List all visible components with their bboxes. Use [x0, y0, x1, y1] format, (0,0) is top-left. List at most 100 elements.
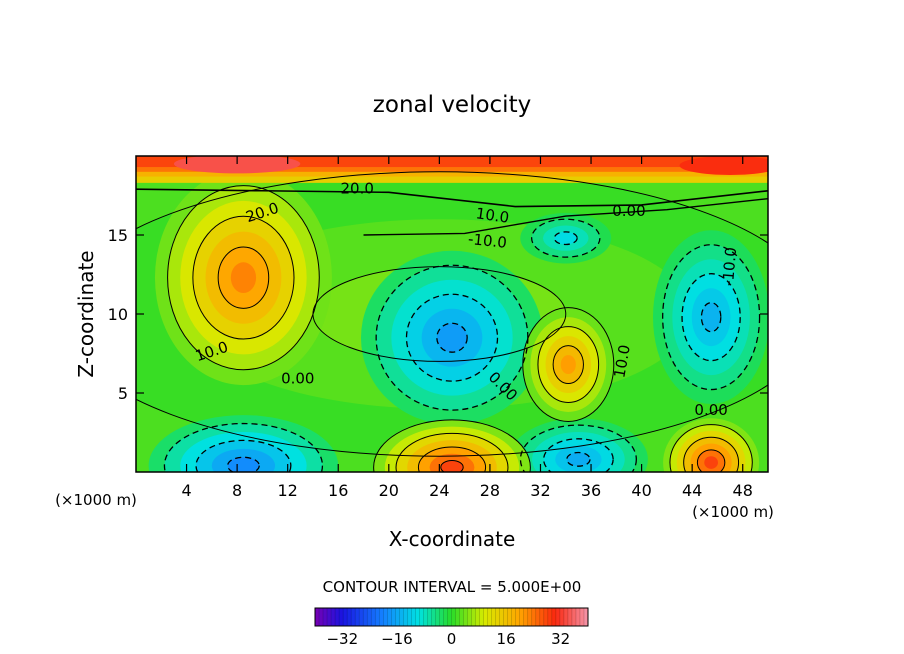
contour-label: 0.00 [694, 401, 727, 419]
contour-line [405, 293, 499, 382]
contour-line [440, 459, 464, 472]
contour-line [530, 218, 601, 258]
contour-line [373, 419, 531, 472]
colorbar-swatch [523, 608, 529, 626]
colorbar-swatch [323, 608, 328, 626]
contour-line [696, 449, 726, 472]
colorbar-swatch [351, 608, 356, 626]
y-tick-label: 5 [118, 384, 128, 403]
contour-line [436, 322, 468, 353]
contour-line [681, 273, 741, 362]
negative-surface-band [566, 452, 590, 467]
colorbar-swatch [431, 608, 436, 626]
y-tick-label: 10 [108, 305, 128, 324]
contour-line [167, 185, 320, 371]
colorbar-swatch [571, 608, 577, 626]
colorbar-swatch [367, 608, 372, 626]
contour-line [519, 424, 637, 472]
colorbar-swatch [443, 608, 448, 626]
positive-eddy-band [230, 262, 257, 294]
x-tick-label: 40 [631, 481, 651, 500]
colorbar-tick-label: 0 [447, 630, 457, 648]
colorbar-swatch [539, 608, 545, 626]
colorbar-swatch [579, 608, 585, 626]
colorbar-swatch [343, 608, 348, 626]
x-tick-label: 48 [733, 481, 753, 500]
contour-line [683, 436, 740, 472]
positive-eddy-band [560, 355, 576, 375]
upper-left-core-band [173, 156, 301, 174]
colorbar-swatch [455, 608, 460, 626]
colorbar-swatch [415, 608, 420, 626]
colorbar-swatch [483, 608, 489, 626]
contour-line [192, 215, 295, 340]
y-axis: 5 10 15 [108, 226, 768, 403]
contour-line [136, 188, 768, 208]
colorbar-swatch [411, 608, 416, 626]
colorbar-swatch [375, 608, 380, 626]
colorbar-tick-label: −32 [326, 630, 358, 648]
colorbar-swatch [459, 608, 464, 626]
colorbar-swatch [403, 608, 408, 626]
velocity-field [136, 156, 768, 472]
colorbar-swatch [559, 608, 565, 626]
x-axis: 4 8 12 16 20 24 28 32 36 40 44 48 [181, 156, 753, 500]
positive-surface-band [440, 460, 464, 472]
colorbar-swatch [507, 608, 513, 626]
contour-label: 10.0 [610, 343, 634, 379]
x-tick-label: 16 [328, 481, 348, 500]
colorbar-swatch [335, 608, 340, 626]
x-tick-label: 28 [480, 481, 500, 500]
colorbar-swatch [535, 608, 541, 626]
colorbar-swatch [515, 608, 521, 626]
colorbar-swatch [527, 608, 533, 626]
colorbar-swatch [439, 608, 444, 626]
colorbar-swatch [407, 608, 412, 626]
contour-interval-text: CONTOUR INTERVAL = 5.000E+00 [323, 578, 582, 596]
contour-label: 10.0 [475, 204, 511, 226]
contour-labels: 20.020.0 10.0 0.00-10.0-10.010.00.00 0.0010… [193, 180, 740, 419]
colorbar-swatch [531, 608, 537, 626]
positive-surface-band [704, 456, 718, 469]
colorbar-swatch [543, 608, 549, 626]
colorbar-swatch [479, 608, 485, 626]
negative-eddy-band [436, 323, 468, 353]
contour-label: -10.0 [719, 246, 740, 286]
x-tick-label: 36 [581, 481, 601, 500]
colorbar-swatch [551, 608, 557, 626]
colorbar-frame [314, 607, 589, 627]
colorbar-swatch [495, 608, 501, 626]
contour-line [552, 345, 584, 385]
contour-line [417, 446, 487, 472]
colorbar-swatch [363, 608, 368, 626]
chart-title: zonal velocity [373, 92, 531, 118]
colorbar-swatch [331, 608, 336, 626]
x-unit-right: (×1000 m) [692, 503, 774, 521]
colorbar-swatch [511, 608, 517, 626]
colorbar-swatch [435, 608, 440, 626]
colorbar-swatch [499, 608, 505, 626]
negative-eddy-band [701, 302, 721, 332]
contour-line [226, 456, 260, 472]
contour-line [217, 246, 270, 309]
colorbar-swatch [339, 608, 344, 626]
colorbar-swatch [391, 608, 396, 626]
colorbar-swatch [463, 608, 468, 626]
colorbar-swatch [451, 608, 456, 626]
x-tick-label: 20 [379, 481, 399, 500]
colorbar-swatch [475, 608, 481, 626]
x-tick-label: 44 [682, 481, 702, 500]
colorbar-swatch [487, 608, 493, 626]
colorbar-swatch [471, 608, 476, 626]
x-tick-label: 24 [429, 481, 449, 500]
colorbar-swatch [371, 608, 376, 626]
contour-line [553, 231, 578, 246]
x-tick-label: 32 [530, 481, 550, 500]
colorbar-swatch [491, 608, 497, 626]
colorbar-tick-label: 16 [497, 630, 516, 648]
contour-line [136, 171, 768, 457]
contour-line [537, 326, 600, 403]
colorbar-swatch [447, 608, 452, 626]
colorbar-swatch [423, 608, 428, 626]
